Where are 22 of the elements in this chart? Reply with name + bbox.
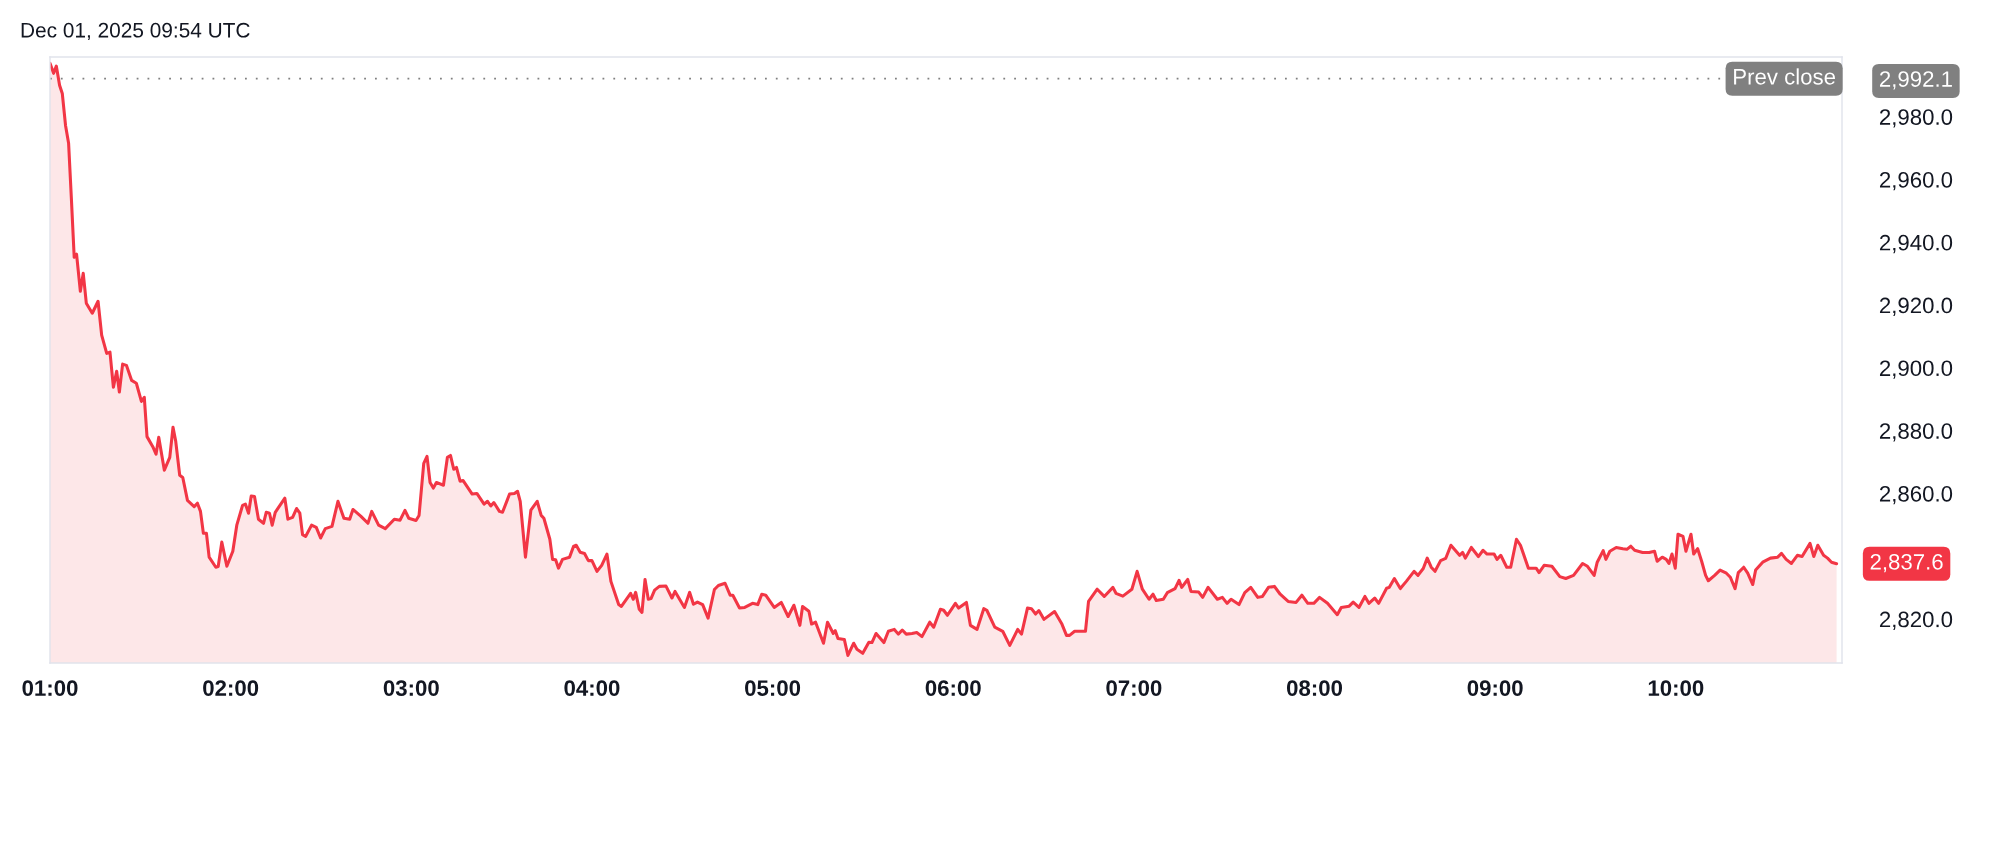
ref-line-label: Prev close <box>1734 68 1836 85</box>
annotation: 2,837.6 <box>1870 554 1943 573</box>
text: Dec 01, 2025 09:54 UTC <box>21 22 250 41</box>
x-tick-label: 09:00 <box>1467 680 1523 696</box>
y-tick-label: 2,992.1 <box>1879 71 1952 90</box>
x-tick-label: 04:00 <box>564 680 620 696</box>
x-tick-label: 01:00 <box>22 680 78 696</box>
x-tick-label: 03:00 <box>383 680 439 697</box>
x-tick-label: 02:00 <box>203 680 259 696</box>
y-tick-label: 2,900.0 <box>1879 360 1953 379</box>
x-tick-label: 08:00 <box>1286 680 1343 696</box>
y-tick-label: 2,880.0 <box>1879 423 1953 442</box>
y-tick-label: 2,940.0 <box>1879 234 1953 254</box>
y-tick-label: 2,820.0 <box>1879 611 1953 630</box>
y-tick-label: 2,860.0 <box>1879 485 1953 505</box>
y-tick-label: 2,920.0 <box>1879 297 1953 316</box>
x-tick-label: 07:00 <box>1106 680 1162 696</box>
x-tick-label: 10:00 <box>1648 680 1704 696</box>
y-tick-label: 2,980.0 <box>1879 109 1953 128</box>
x-tick-label: 05:00 <box>745 680 801 696</box>
x-tick-label: 06:00 <box>925 680 981 696</box>
y-tick-label: 2,960.0 <box>1879 171 1953 191</box>
